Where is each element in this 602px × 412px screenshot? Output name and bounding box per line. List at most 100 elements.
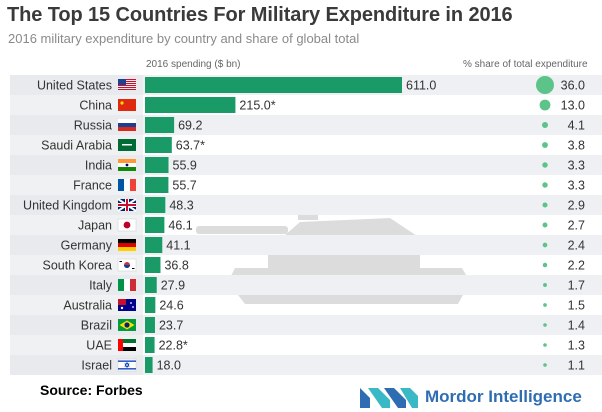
share-dot bbox=[542, 242, 548, 248]
spending-bar bbox=[145, 77, 402, 93]
share-value-label: 3.3 bbox=[568, 159, 585, 173]
trigram bbox=[132, 268, 135, 269]
star bbox=[120, 101, 124, 105]
stripe bbox=[118, 79, 136, 80]
share-dot bbox=[543, 323, 547, 327]
spending-bar bbox=[145, 357, 153, 373]
category-label: India bbox=[85, 159, 112, 173]
share-value-label: 1.5 bbox=[568, 299, 585, 313]
category-label: United States bbox=[37, 79, 112, 93]
spending-value-label: 69.2 bbox=[178, 119, 202, 133]
south-korea-flag-icon bbox=[117, 258, 137, 272]
band bbox=[118, 119, 136, 123]
logo-text: Mordor Intelligence bbox=[425, 387, 582, 406]
spending-value-label: 55.9 bbox=[173, 159, 197, 173]
germany-flag-icon bbox=[118, 239, 136, 251]
band bbox=[118, 243, 136, 247]
spending-value-label: 36.8 bbox=[164, 259, 188, 273]
share-dot bbox=[543, 343, 547, 347]
share-value-label: 36.0 bbox=[561, 79, 585, 93]
field bbox=[117, 358, 137, 372]
spending-value-label: 48.3 bbox=[169, 199, 193, 213]
share-dot bbox=[543, 303, 547, 307]
chart-title: The Top 15 Countries For Military Expend… bbox=[7, 4, 513, 26]
category-label: China bbox=[79, 99, 112, 113]
china-flag-icon bbox=[118, 99, 136, 111]
category-label: Australia bbox=[63, 299, 112, 313]
spending-bar bbox=[145, 197, 166, 213]
spending-bar bbox=[145, 277, 157, 293]
row-band bbox=[10, 355, 602, 375]
stripe bbox=[118, 368, 136, 370]
spending-value-label: 63.7* bbox=[176, 139, 205, 153]
share-value-label: 13.0 bbox=[561, 99, 585, 113]
japan-flag-icon bbox=[117, 218, 137, 232]
source-credit: Source: Forbes bbox=[40, 382, 143, 398]
sun bbox=[123, 221, 131, 229]
spending-value-label: 24.6 bbox=[159, 299, 183, 313]
share-value-label: 2.9 bbox=[568, 199, 585, 213]
spending-bar bbox=[145, 317, 155, 333]
wheel bbox=[125, 163, 129, 167]
category-label: United Kingdom bbox=[23, 199, 112, 213]
share-value-label: 2.4 bbox=[568, 239, 585, 253]
spending-column-header: 2016 spending ($ bn) bbox=[146, 59, 241, 70]
share-dot bbox=[539, 99, 551, 111]
taeguk bbox=[124, 265, 130, 268]
band bbox=[130, 179, 136, 191]
stripe bbox=[118, 89, 136, 90]
band bbox=[118, 347, 136, 351]
band bbox=[118, 239, 136, 243]
france-flag-icon bbox=[118, 179, 136, 191]
spending-bar bbox=[145, 177, 169, 193]
field bbox=[118, 99, 136, 111]
hoist bbox=[118, 339, 123, 351]
spending-value-label: 27.9 bbox=[161, 279, 185, 293]
star bbox=[120, 306, 124, 310]
stripe bbox=[118, 81, 136, 82]
category-label: Germany bbox=[61, 239, 113, 253]
row-band bbox=[10, 275, 602, 295]
cross bbox=[118, 204, 136, 206]
category-label: South Korea bbox=[43, 259, 113, 273]
share-value-label: 1.4 bbox=[568, 319, 585, 333]
row-band bbox=[10, 315, 602, 335]
spending-value-label: 46.1 bbox=[168, 219, 192, 233]
share-value-label: 1.3 bbox=[568, 339, 585, 353]
australia-flag-icon bbox=[118, 299, 136, 311]
band bbox=[118, 123, 136, 127]
category-label: Israel bbox=[81, 359, 112, 373]
spending-value-label: 611.0 bbox=[406, 79, 436, 93]
spending-value-label: 23.7 bbox=[159, 319, 183, 333]
share-dot bbox=[536, 76, 554, 94]
star bbox=[130, 302, 132, 304]
spending-value-label: 215.0* bbox=[239, 99, 275, 113]
band bbox=[124, 179, 130, 191]
share-dot bbox=[542, 262, 548, 268]
share-value-label: 2.2 bbox=[568, 259, 585, 273]
spending-bar bbox=[145, 337, 155, 353]
star bbox=[132, 306, 134, 308]
share-dot bbox=[542, 222, 548, 228]
spending-bar bbox=[145, 217, 165, 233]
brazil-flag-icon bbox=[118, 319, 136, 331]
share-dot bbox=[543, 363, 547, 367]
spending-value-label: 55.7 bbox=[172, 179, 196, 193]
band bbox=[118, 159, 136, 163]
band bbox=[118, 343, 136, 347]
spending-bar bbox=[145, 137, 172, 153]
share-value-label: 1.1 bbox=[568, 359, 585, 373]
band bbox=[118, 179, 124, 191]
stripe bbox=[118, 83, 136, 84]
emblem bbox=[122, 144, 132, 146]
band bbox=[118, 127, 136, 131]
star bbox=[124, 361, 130, 367]
spending-bar bbox=[145, 237, 163, 253]
globe bbox=[124, 322, 130, 328]
trigram bbox=[119, 261, 122, 262]
share-dot bbox=[541, 121, 549, 129]
mordor-logo-icon bbox=[360, 388, 418, 408]
israel-flag-icon bbox=[117, 358, 137, 372]
share-dot bbox=[542, 142, 548, 148]
